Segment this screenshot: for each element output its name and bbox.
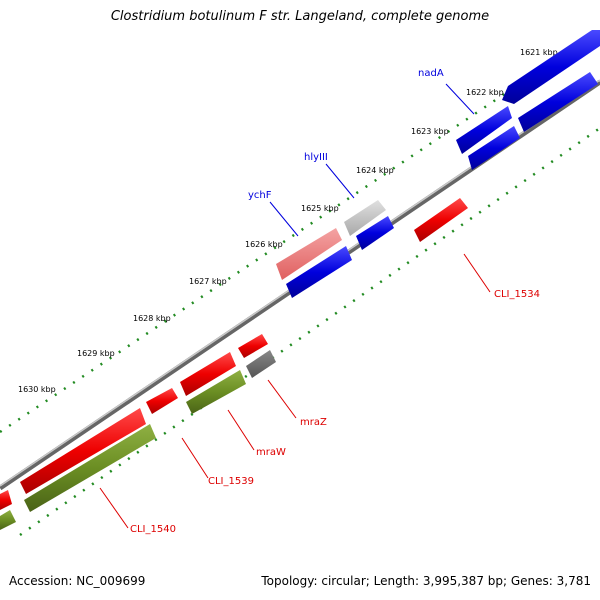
accession-label: Accession: NC_009699 bbox=[9, 574, 146, 588]
gene-arrow[interactable] bbox=[0, 510, 16, 530]
tick-label: 1628 kbp bbox=[133, 314, 171, 323]
gene-arrow[interactable] bbox=[146, 388, 178, 414]
gene-label-ychF[interactable]: ychF bbox=[248, 190, 272, 201]
gene-label-mraW[interactable]: mraW bbox=[256, 447, 286, 458]
gene-label-CLI_1534[interactable]: CLI_1534 bbox=[494, 289, 540, 300]
tick-label: 1623 kbp bbox=[411, 127, 449, 136]
gene-arrow[interactable] bbox=[246, 350, 276, 378]
gene-label-nadA[interactable]: nadA bbox=[418, 68, 444, 79]
gene-label-mraZ[interactable]: mraZ bbox=[300, 417, 327, 428]
gene-arrow[interactable] bbox=[456, 106, 512, 154]
tick-labels: 1621 kbp 1622 kbp 1623 kbp 1624 kbp 1625… bbox=[18, 48, 558, 394]
gene-arrow[interactable] bbox=[468, 126, 520, 170]
gene-labels: nadA hlyIII ychF CLI_1534 mraZ mraW CLI_… bbox=[130, 68, 540, 535]
gene-arrow[interactable] bbox=[286, 246, 352, 298]
tick-label: 1627 kbp bbox=[189, 277, 227, 286]
tick-label: 1624 kbp bbox=[356, 166, 394, 175]
gene-label-CLI_1540[interactable]: CLI_1540 bbox=[130, 524, 176, 535]
gene-arrow[interactable] bbox=[238, 334, 268, 358]
tick-label: 1629 kbp bbox=[77, 349, 115, 358]
gene-arrow[interactable] bbox=[518, 72, 598, 132]
tick-label: 1622 kbp bbox=[466, 88, 504, 97]
tick-label: 1621 kbp bbox=[520, 48, 558, 57]
gene-arrow[interactable] bbox=[344, 200, 386, 236]
gene-arrow[interactable] bbox=[0, 490, 12, 510]
inner-tick-track bbox=[19, 126, 600, 537]
tick-label: 1630 kbp bbox=[18, 385, 56, 394]
gene-arrow[interactable] bbox=[414, 198, 468, 242]
tick-label: 1625 kbp bbox=[301, 204, 339, 213]
gene-arrow[interactable] bbox=[186, 370, 246, 414]
gene-arrow[interactable] bbox=[356, 216, 394, 250]
gene-arrow[interactable] bbox=[276, 228, 342, 280]
gene-arrow[interactable] bbox=[502, 30, 600, 104]
reverse-strand-genes bbox=[0, 72, 598, 530]
forward-strand-genes bbox=[0, 30, 600, 510]
gene-label-CLI_1539[interactable]: CLI_1539 bbox=[208, 476, 254, 487]
gene-arrow[interactable] bbox=[180, 352, 236, 396]
gene-arrow[interactable] bbox=[24, 424, 156, 512]
map-title: Clostridium botulinum F str. Langeland, … bbox=[110, 9, 490, 24]
leader-lines bbox=[99, 83, 491, 529]
gene-arrow[interactable] bbox=[20, 408, 146, 494]
genome-stats-label: Topology: circular; Length: 3,995,387 bp… bbox=[261, 574, 591, 588]
gene-label-hlyIII[interactable]: hlyIII bbox=[304, 152, 328, 163]
tick-label: 1626 kbp bbox=[245, 240, 283, 249]
